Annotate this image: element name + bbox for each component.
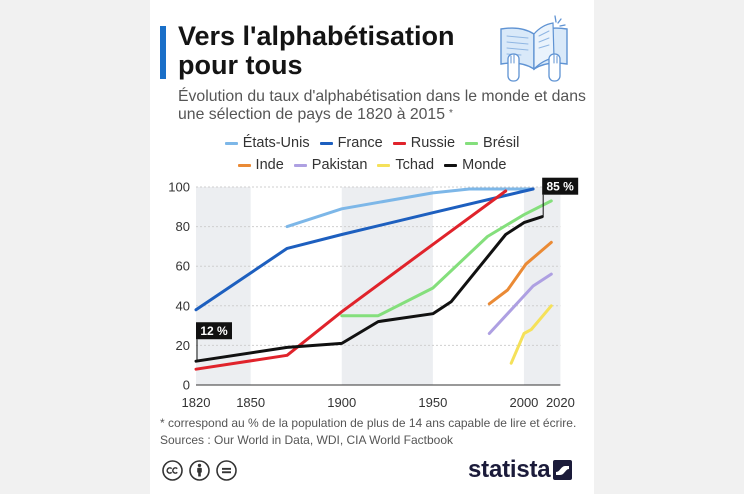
no-derivatives-icon	[216, 460, 237, 481]
legend-label: Monde	[462, 157, 507, 173]
y-tick-label: 100	[168, 180, 190, 195]
series-line-russie	[194, 189, 508, 371]
annotation-label: 12 %	[200, 324, 228, 338]
legend-label: États-Unis	[242, 135, 310, 151]
y-tick-label: 0	[183, 378, 190, 393]
legend-row-2: Inde Pakistan Tchad Monde	[150, 154, 594, 176]
x-tick-label: 1900	[327, 395, 356, 410]
subtitle-line-1: Évolution du taux d'alphabétisation dans…	[178, 88, 586, 105]
annotation-callout: 85 %	[542, 177, 579, 217]
infographic-card: Vers l'alphabétisation pour tous Évoluti…	[150, 0, 594, 494]
legend-item-france: France	[319, 135, 383, 151]
series-line-etats-unis	[285, 187, 535, 229]
y-tick-label: 80	[176, 219, 190, 234]
y-tick-label: 60	[176, 259, 190, 274]
statista-mark-icon	[553, 460, 573, 480]
legend-item-inde: Inde	[237, 157, 284, 173]
legend-item-russie: Russie	[392, 135, 456, 151]
legend-item-etats-unis: États-Unis	[224, 135, 310, 151]
legend-row-1: États-Unis France Russie Brésil	[150, 132, 594, 154]
statista-logo: statista	[468, 456, 573, 484]
legend-label: Inde	[255, 157, 284, 173]
subtitle-note-mark: *	[449, 108, 453, 119]
open-book-hands-icon	[500, 15, 568, 82]
series-line-inde	[487, 240, 553, 306]
license-icons	[162, 460, 243, 481]
shaded-band	[196, 187, 251, 385]
annotation-label: 85 %	[547, 179, 575, 193]
legend-label: France	[337, 135, 383, 151]
annotation-box	[196, 322, 232, 340]
legend-marker	[392, 141, 406, 145]
chart-legend: États-Unis France Russie Brésil Inde	[150, 132, 594, 176]
legend-label: Tchad	[395, 157, 435, 173]
title-line-2: pour tous	[178, 50, 303, 80]
brand-name: statista	[468, 456, 551, 483]
x-tick-label: 2000	[509, 395, 538, 410]
legend-label: Russie	[410, 135, 456, 151]
legend-marker	[224, 141, 238, 145]
legend-marker	[465, 141, 479, 145]
subtitle-line-2-text: une sélection de pays de 1820 à 2015	[178, 106, 446, 123]
series-line-tchad	[509, 304, 553, 365]
x-tick-label: 2020	[546, 395, 575, 410]
literacy-line-chart: 0 20 40 60 80 100 1820 1850 1900 1950 2000 2020 12 %…	[168, 177, 579, 410]
title-accent-bar	[160, 26, 166, 79]
page-title: Vers l'alphabétisation pour tous	[178, 22, 455, 80]
legend-marker	[237, 163, 251, 167]
legend-marker	[377, 163, 391, 167]
chart-footnote: * correspond au % de la population de pl…	[160, 415, 576, 449]
title-line-1: Vers l'alphabétisation	[178, 21, 455, 51]
annotation-callout: 12 %	[196, 322, 232, 362]
y-tick-label: 40	[176, 298, 190, 313]
shaded-band	[341, 187, 433, 385]
creative-commons-icon	[162, 460, 183, 481]
legend-item-bresil: Brésil	[465, 135, 519, 151]
legend-label: Pakistan	[311, 157, 368, 173]
attribution-icon	[189, 460, 210, 481]
series-line-pakistan	[487, 272, 553, 335]
page-subtitle: Évolution du taux d'alphabétisation dans…	[178, 88, 586, 124]
y-tick-label: 20	[176, 338, 190, 353]
x-tick-label: 1950	[418, 395, 447, 410]
legend-marker	[319, 141, 333, 145]
subtitle-line-2: une sélection de pays de 1820 à 2015 *	[178, 106, 586, 124]
legend-marker	[293, 163, 307, 167]
legend-label: Brésil	[483, 135, 520, 151]
series-line-bresil	[340, 199, 553, 318]
x-tick-label: 1820	[182, 395, 211, 410]
legend-marker	[444, 163, 458, 167]
series-line-monde	[194, 215, 544, 363]
legend-item-pakistan: Pakistan	[293, 157, 368, 173]
footnote-note: * correspond au % de la population de pl…	[160, 416, 577, 430]
legend-item-monde: Monde	[444, 157, 506, 173]
series-line-france	[194, 187, 535, 312]
legend-item-tchad: Tchad	[377, 157, 434, 173]
footnote-sources: Sources : Our World in Data, WDI, CIA Wo…	[160, 433, 453, 447]
x-tick-label: 1850	[236, 395, 265, 410]
annotation-box	[542, 177, 579, 195]
